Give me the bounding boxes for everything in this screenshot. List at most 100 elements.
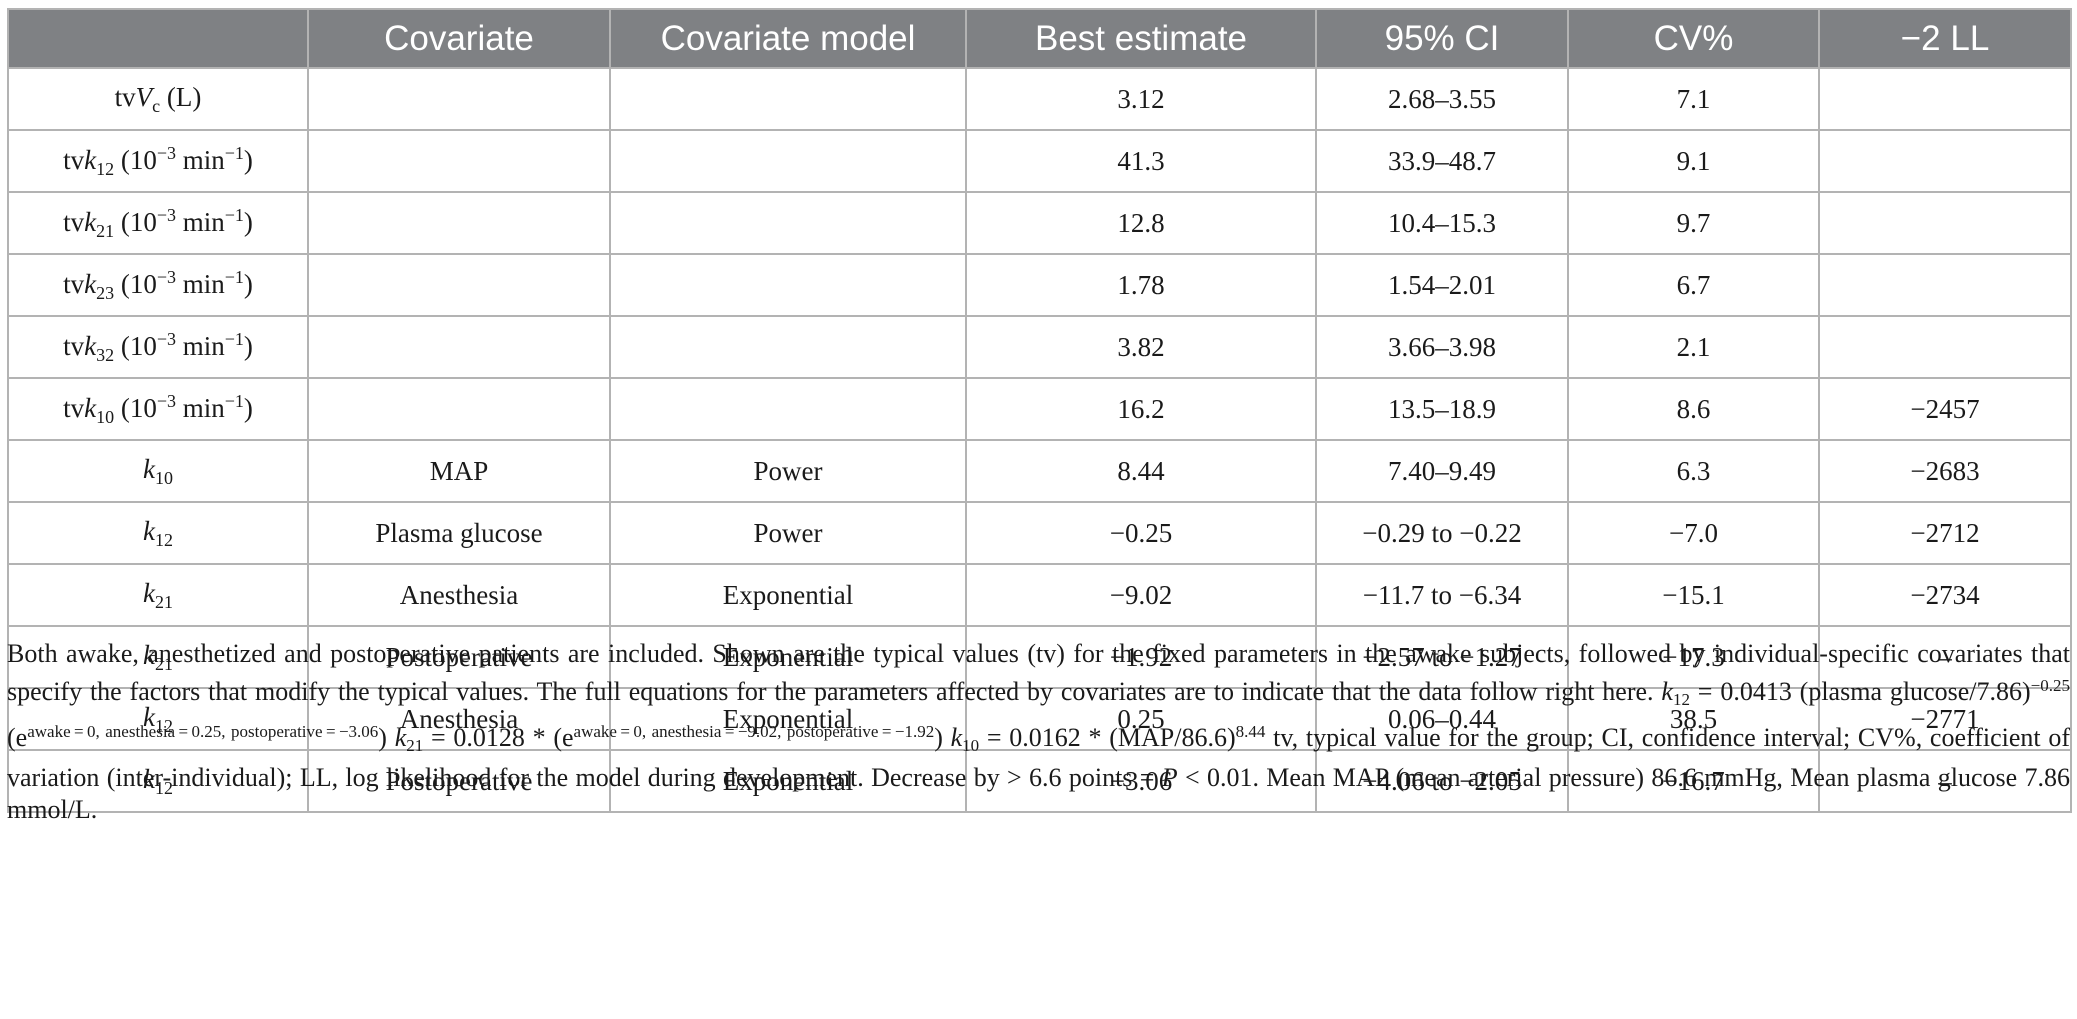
- param-unit-exponent: −3: [156, 266, 176, 287]
- param-subscript: 12: [154, 529, 173, 550]
- param-symbol: k: [143, 577, 155, 608]
- param-unit-close: ): [243, 330, 253, 361]
- covariate-model-cell: [609, 315, 967, 379]
- param-unit-close: ): [243, 268, 253, 299]
- covariate-model-cell: Exponential: [609, 687, 967, 751]
- param-unit-close: ): [243, 206, 253, 237]
- footnote-means: < 0.01. Mean MAP (mean arterial pressure…: [7, 763, 2070, 824]
- param-unit-time: min: [175, 330, 225, 361]
- k21-exp-close: ): [934, 723, 951, 752]
- param-prefix: tv: [63, 330, 85, 361]
- param-unit-exponent: −3: [156, 390, 176, 411]
- param-prefix: tv: [114, 81, 136, 112]
- k10-subscript: 10: [962, 736, 980, 755]
- covariate-model-cell: Exponential: [609, 625, 967, 689]
- param-subscript: 21: [154, 591, 173, 612]
- param-unit: (10: [114, 206, 157, 237]
- parameter-cell: k21: [7, 563, 309, 627]
- ci-cell: −2.57 to −1.27: [1315, 625, 1569, 689]
- header-best-estimate: Best estimate: [965, 8, 1317, 69]
- param-subscript: 21: [154, 653, 173, 674]
- k10-equation: = 0.0162 * (MAP/86.6): [979, 723, 1236, 752]
- param-time-exponent: −1: [224, 328, 244, 349]
- ll-cell: −2712: [1818, 501, 2072, 565]
- best-estimate-cell: −9.02: [965, 563, 1317, 627]
- ci-cell: 13.5–18.9: [1315, 377, 1569, 441]
- ll-cell: [1818, 67, 2072, 131]
- table-row: k12 Plasma glucose Power −0.25 −0.29 to −0.2…: [7, 501, 2072, 565]
- ci-cell: 1.54–2.01: [1315, 253, 1569, 317]
- ci-cell: 10.4–15.3: [1315, 191, 1569, 255]
- header-cv-percent: CV%: [1567, 8, 1820, 69]
- table-row: k12 Anesthesia Exponential 0.25 0.06–0.44 38.…: [7, 687, 2072, 751]
- param-unit: (10: [114, 392, 157, 423]
- param-symbol: k: [143, 701, 155, 732]
- parameter-cell: tvk23 (10−3 min−1): [7, 253, 309, 317]
- param-unit-time: min: [175, 206, 225, 237]
- header-95-ci: 95% CI: [1315, 8, 1569, 69]
- param-unit: (L): [160, 81, 202, 112]
- header-row: Covariate Covariate model Best estimate 95%…: [7, 8, 2072, 69]
- covariate-cell: Postoperative: [307, 625, 611, 689]
- param-subscript: 10: [154, 467, 173, 488]
- k21-subscript: 21: [406, 736, 424, 755]
- best-estimate-cell: 3.82: [965, 315, 1317, 379]
- k10-exponent: 8.44: [1235, 722, 1266, 741]
- param-unit-exponent: −3: [156, 204, 176, 225]
- covariate-model-cell: [609, 67, 967, 131]
- parameter-cell: tvk21 (10−3 min−1): [7, 191, 309, 255]
- k12-subscript: 12: [1672, 690, 1690, 709]
- k12-symbol: k: [1661, 677, 1673, 706]
- param-unit: (10: [114, 330, 157, 361]
- cv-cell: 7.1: [1567, 67, 1820, 131]
- param-unit-close: ): [243, 144, 253, 175]
- param-subscript: 12: [154, 715, 173, 736]
- ll-cell: [1818, 191, 2072, 255]
- table-row: k12 Postoperative Exponential −3.06 −4.06 to…: [7, 749, 2072, 813]
- covariate-cell: [307, 191, 611, 255]
- header-parameter: [7, 8, 309, 69]
- param-symbol: k: [143, 639, 155, 670]
- k21-symbol: k: [394, 723, 407, 752]
- parameter-cell: tvk32 (10−3 min−1): [7, 315, 309, 379]
- cv-cell: 38.5: [1567, 687, 1820, 751]
- param-unit: (10: [114, 268, 157, 299]
- param-subscript: c: [152, 95, 161, 116]
- best-estimate-cell: −0.25: [965, 501, 1317, 565]
- cv-cell: −17.3: [1567, 625, 1820, 689]
- param-time-exponent: −1: [224, 390, 244, 411]
- param-unit-close: ): [243, 392, 253, 423]
- param-prefix: tv: [63, 206, 85, 237]
- ll-cell: –: [1818, 749, 2072, 813]
- ci-cell: −0.29 to −0.22: [1315, 501, 1569, 565]
- param-subscript: 32: [96, 344, 115, 365]
- param-unit-exponent: −3: [156, 328, 176, 349]
- table-row: k21 Postoperative Exponential −1.92 −2.57 to…: [7, 625, 2072, 689]
- param-subscript: 23: [96, 282, 115, 303]
- param-prefix: tv: [63, 392, 85, 423]
- ci-cell: −4.06 to −2.05: [1315, 749, 1569, 813]
- covariate-model-cell: [609, 129, 967, 193]
- k10-symbol: k: [950, 723, 963, 752]
- param-unit-time: min: [175, 268, 225, 299]
- table-row: tvk12 (10−3 min−1) 41.3 33.9–48.7 9.1: [7, 129, 2072, 193]
- ll-cell: −2457: [1818, 377, 2072, 441]
- best-estimate-cell: 3.12: [965, 67, 1317, 131]
- ci-cell: 7.40–9.49: [1315, 439, 1569, 503]
- ci-cell: 2.68–3.55: [1315, 67, 1569, 131]
- covariate-table: Covariate Covariate model Best estimate 95%…: [7, 8, 2072, 813]
- cv-cell: 9.7: [1567, 191, 1820, 255]
- parameter-cell: tvk10 (10−3 min−1): [7, 377, 309, 441]
- cv-cell: 6.3: [1567, 439, 1820, 503]
- best-estimate-cell: 1.78: [965, 253, 1317, 317]
- covariate-cell: [307, 129, 611, 193]
- covariate-cell: Anesthesia: [307, 687, 611, 751]
- covariate-model-cell: Exponential: [609, 563, 967, 627]
- table-row: tvk32 (10−3 min−1) 3.82 3.66–3.98 2.1: [7, 315, 2072, 379]
- covariate-model-cell: [609, 253, 967, 317]
- ci-cell: 33.9–48.7: [1315, 129, 1569, 193]
- cv-cell: 8.6: [1567, 377, 1820, 441]
- param-unit-exponent: −3: [156, 142, 176, 163]
- param-unit: (10: [114, 144, 157, 175]
- ci-cell: 3.66–3.98: [1315, 315, 1569, 379]
